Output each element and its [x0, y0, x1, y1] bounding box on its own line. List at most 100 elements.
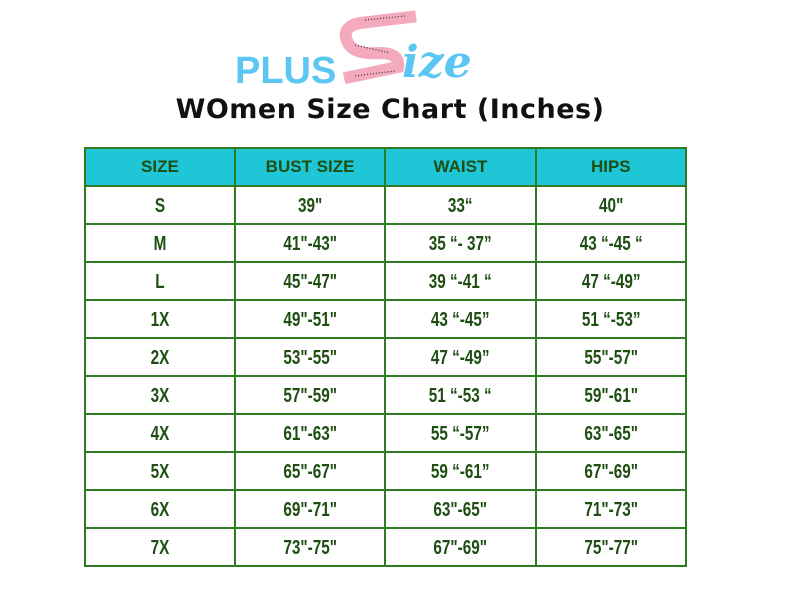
- cell-text: 55 “-57”: [431, 420, 490, 444]
- page-title: WOmen Size Chart (Inches): [175, 94, 605, 125]
- measuring-tape-s-icon: [339, 10, 417, 85]
- table-row: 5X 65"-67" 59 “-61” 67"-69": [85, 451, 686, 491]
- table-cell: 43 “-45 “: [546, 223, 676, 263]
- cell-text: 39 “-41 “: [428, 268, 492, 292]
- column-header: HIPS: [534, 147, 688, 187]
- table-cell: S: [95, 185, 225, 225]
- cell-text: 61"-63": [283, 420, 337, 444]
- table-cell: L: [95, 261, 225, 301]
- cell-text: 7X: [150, 534, 170, 558]
- cell-text: M: [153, 230, 167, 254]
- table-cell: 39": [245, 185, 375, 225]
- cell-text: 2X: [150, 344, 170, 368]
- column-header: BUST SIZE: [233, 147, 387, 187]
- table-cell: 45"-47": [245, 261, 375, 301]
- table-header-row: SIZE BUST SIZE WAIST HIPS: [84, 147, 688, 187]
- table-row: L 45"-47" 39 “-41 “ 47 “-49”: [85, 261, 686, 301]
- column-header: SIZE: [84, 147, 236, 187]
- cell-text: 69"-71": [283, 496, 337, 520]
- cell-text: 75"-77": [583, 534, 638, 558]
- cell-text: 43 “-45”: [431, 306, 490, 330]
- table-cell: 51 “-53 “: [395, 375, 526, 415]
- table-cell: 61"-63": [245, 413, 375, 453]
- plus-size-logo: PLUS ize: [235, 10, 472, 90]
- table-row: 2X 53"-55" 47 “-49” 55"-57": [85, 337, 686, 377]
- cell-text: 59 “-61”: [431, 458, 490, 482]
- cell-text: 55"-57": [583, 344, 638, 368]
- table-cell: 35 “- 37”: [395, 223, 526, 263]
- cell-text: 6X: [150, 496, 170, 520]
- cell-text: 67"-69": [433, 534, 488, 558]
- table-cell: 47 “-49”: [395, 337, 526, 377]
- table-cell: 51 “-53”: [546, 299, 676, 339]
- cell-text: S: [154, 192, 166, 216]
- cell-text: 47 “-49”: [581, 268, 641, 292]
- cell-text: 39": [297, 192, 323, 216]
- table-row: S 39" 33“ 40": [85, 185, 686, 225]
- table-cell: 7X: [95, 527, 225, 567]
- table-cell: 41"-43": [245, 223, 375, 263]
- table-row: 1X 49"-51" 43 “-45” 51 “-53”: [85, 299, 686, 339]
- cell-text: 35 “- 37”: [428, 230, 492, 254]
- table-cell: 2X: [95, 337, 225, 377]
- cell-text: 49"-51": [283, 306, 337, 330]
- cell-text: 1X: [150, 306, 170, 330]
- cell-text: 51 “-53”: [581, 306, 641, 330]
- cell-text: 3X: [150, 382, 170, 406]
- table-cell: 4X: [95, 413, 225, 453]
- table-cell: 73"-75": [245, 527, 375, 567]
- cell-text: 63"-65": [583, 420, 638, 444]
- cell-text: 57"-59": [283, 382, 337, 406]
- table-cell: 43 “-45”: [395, 299, 526, 339]
- table-cell: 67"-69": [546, 451, 676, 491]
- cell-text: 73"-75": [283, 534, 337, 558]
- cell-text: 45"-47": [283, 268, 337, 292]
- table-cell: 63"-65": [395, 489, 526, 529]
- cell-text: 51 “-53 “: [428, 382, 492, 406]
- table-cell: 53"-55": [245, 337, 375, 377]
- table-cell: M: [95, 223, 225, 263]
- cell-text: 41"-43": [283, 230, 337, 254]
- cell-text: 67"-69": [583, 458, 638, 482]
- table-cell: 39 “-41 “: [395, 261, 526, 301]
- table-cell: 59"-61": [546, 375, 676, 415]
- table-cell: 65"-67": [245, 451, 375, 491]
- table-row: 3X 57"-59" 51 “-53 “ 59"-61": [85, 375, 686, 415]
- table-cell: 57"-59": [245, 375, 375, 415]
- cell-text: 71"-73": [583, 496, 638, 520]
- cell-text: 43 “-45 “: [579, 230, 643, 254]
- cell-text: 5X: [150, 458, 170, 482]
- table-row: 7X 73"-75" 67"-69" 75"-77": [85, 527, 686, 567]
- cell-text: L: [155, 268, 165, 292]
- table-row: 4X 61"-63" 55 “-57” 63"-65": [85, 413, 686, 453]
- table-cell: 5X: [95, 451, 225, 491]
- table-cell: 6X: [95, 489, 225, 529]
- table-cell: 71"-73": [546, 489, 676, 529]
- table-cell: 55 “-57”: [395, 413, 526, 453]
- cell-text: 4X: [150, 420, 170, 444]
- table-cell: 33“: [395, 185, 526, 225]
- tape-ticks: [354, 15, 406, 77]
- logo-ize: ize: [402, 37, 472, 88]
- cell-text: 53"-55": [283, 344, 337, 368]
- column-header: WAIST: [384, 147, 537, 187]
- table-cell: 55"-57": [546, 337, 676, 377]
- table-cell: 49"-51": [245, 299, 375, 339]
- cell-text: 40": [598, 192, 623, 216]
- cell-text: 59"-61": [583, 382, 638, 406]
- table-cell: 59 “-61”: [395, 451, 526, 491]
- table-row: 6X 69"-71" 63"-65" 71"-73": [85, 489, 686, 529]
- table-cell: 69"-71": [245, 489, 375, 529]
- table-row: M 41"-43" 35 “- 37” 43 “-45 “: [85, 223, 686, 263]
- table-cell: 1X: [95, 299, 225, 339]
- table-cell: 40": [546, 185, 676, 225]
- cell-text: 63"-65": [433, 496, 488, 520]
- cell-text: 47 “-49”: [431, 344, 490, 368]
- table-cell: 75"-77": [546, 527, 676, 567]
- cell-text: 33“: [448, 192, 473, 216]
- size-chart-table: SIZE BUST SIZE WAIST HIPS S 39" 33“ 40" M 41"-43…: [84, 147, 688, 567]
- table-cell: 63"-65": [546, 413, 676, 453]
- table-cell: 3X: [95, 375, 225, 415]
- table-cell: 47 “-49”: [546, 261, 676, 301]
- logo-plus: PLUS: [235, 50, 336, 90]
